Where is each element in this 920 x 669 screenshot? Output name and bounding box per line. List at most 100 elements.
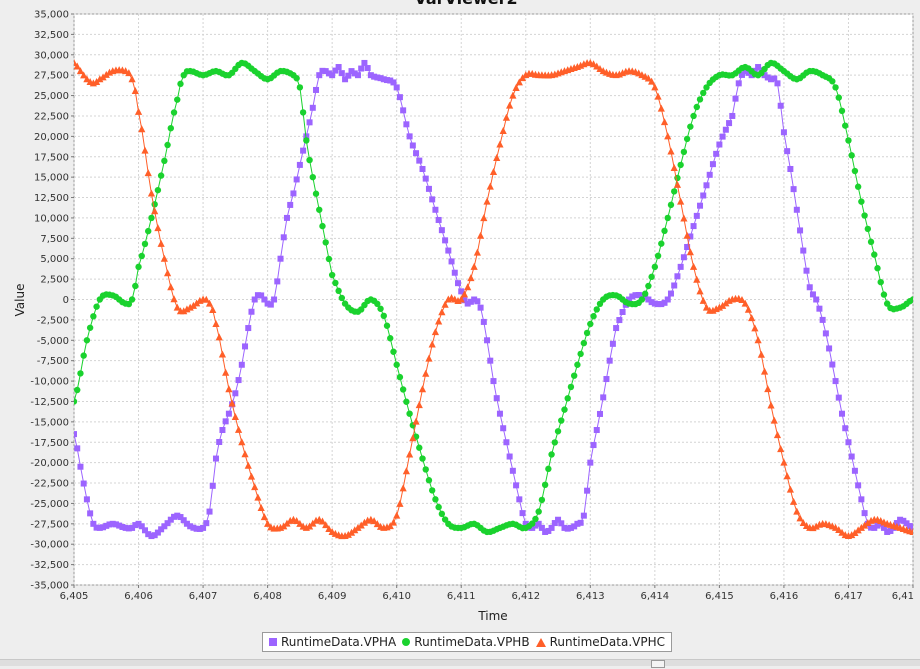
y-tick-label: 0: [63, 295, 69, 306]
data-point: [128, 75, 136, 83]
data-point: [632, 292, 639, 299]
data-point: [654, 252, 662, 260]
data-point: [216, 438, 223, 445]
data-point: [851, 528, 859, 536]
data-point: [854, 183, 862, 190]
data-point: [900, 517, 907, 524]
data-point: [384, 77, 391, 84]
data-point: [861, 510, 868, 517]
window-bottom-edge: [0, 659, 920, 666]
data-point: [754, 336, 762, 344]
data-point: [132, 522, 139, 529]
data-point: [125, 525, 132, 532]
data-point: [277, 255, 284, 262]
data-point: [587, 320, 594, 328]
data-point: [387, 335, 394, 342]
data-point: [457, 295, 465, 303]
data-point: [703, 182, 710, 189]
data-point: [103, 522, 110, 529]
data-point: [222, 368, 230, 376]
data-point: [96, 524, 103, 531]
data-point: [529, 520, 536, 527]
data-point: [258, 292, 265, 299]
data-point: [202, 295, 210, 303]
data-point: [390, 79, 397, 86]
data-point: [638, 296, 646, 303]
data-point: [212, 455, 219, 462]
data-point: [374, 300, 381, 308]
data-point: [515, 78, 523, 86]
y-tick-label: -35,000: [30, 581, 69, 592]
data-point: [538, 496, 546, 504]
data-point: [403, 121, 410, 128]
data-point: [609, 340, 616, 347]
data-point: [147, 189, 156, 197]
y-tick-label: -10,000: [30, 377, 69, 388]
data-point: [203, 520, 210, 527]
data-point: [564, 525, 571, 532]
data-point: [590, 313, 597, 320]
data-point: [247, 472, 256, 480]
data-point: [196, 525, 203, 532]
data-point: [558, 417, 565, 424]
data-point: [680, 148, 688, 156]
data-point: [83, 496, 90, 503]
data-point: [131, 86, 139, 94]
y-tick-label: -30,000: [30, 540, 69, 551]
data-point: [577, 350, 584, 358]
data-point: [693, 103, 700, 111]
data-point: [322, 239, 329, 246]
data-point: [571, 523, 578, 530]
data-point: [313, 86, 320, 93]
splitter-handle[interactable]: [651, 660, 665, 668]
data-point: [476, 231, 485, 239]
data-point: [325, 70, 332, 77]
data-point: [667, 201, 675, 209]
data-point: [435, 317, 443, 325]
data-point: [644, 74, 652, 82]
y-tick-label: 32,500: [34, 30, 69, 41]
data-point: [170, 295, 178, 303]
data-point: [751, 324, 759, 332]
data-point: [858, 496, 865, 503]
data-point: [554, 428, 562, 435]
data-point: [651, 83, 659, 91]
data-point: [151, 201, 158, 208]
x-tick-label: 6,410: [382, 591, 411, 602]
x-tick-label: 6,406: [124, 591, 153, 602]
x-tick-label: 6,415: [705, 591, 734, 602]
data-point: [658, 240, 665, 247]
data-point: [548, 451, 555, 458]
data-point: [626, 296, 633, 303]
data-point: [335, 287, 342, 295]
data-point: [370, 517, 378, 525]
y-tick-label: 5,000: [40, 254, 69, 265]
y-tick-label: -12,500: [30, 397, 69, 408]
data-point: [345, 72, 352, 79]
data-point: [703, 84, 710, 91]
data-point: [186, 303, 194, 311]
data-point: [74, 445, 81, 452]
y-tick-label: -5,000: [37, 336, 69, 347]
data-point: [416, 157, 423, 164]
data-point: [780, 129, 787, 136]
data-point: [829, 361, 836, 368]
data-point: [726, 120, 733, 127]
data-point: [90, 313, 97, 320]
data-point: [677, 263, 684, 270]
data-point: [835, 94, 842, 101]
data-point: [154, 224, 162, 232]
data-point: [413, 150, 420, 157]
data-point: [529, 524, 536, 531]
data-point: [347, 528, 356, 536]
data-point: [296, 84, 304, 91]
data-point: [757, 350, 765, 358]
data-point: [360, 518, 369, 526]
legend-item-vpha: RuntimeData.VPHA: [269, 635, 396, 649]
data-point: [80, 352, 87, 359]
data-point: [690, 112, 697, 120]
y-tick-label: -20,000: [30, 458, 69, 469]
data-point: [167, 283, 175, 291]
data-point: [822, 330, 829, 337]
data-point: [74, 431, 77, 438]
